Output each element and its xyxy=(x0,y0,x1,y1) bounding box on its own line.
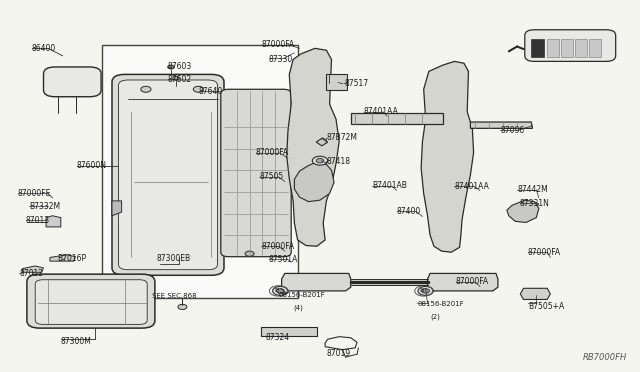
Text: (4): (4) xyxy=(293,305,303,311)
Text: 87000FA: 87000FA xyxy=(528,248,561,257)
Circle shape xyxy=(178,304,187,310)
Text: 87600N: 87600N xyxy=(77,161,107,170)
Text: 87000FE: 87000FE xyxy=(18,189,51,198)
Polygon shape xyxy=(470,122,532,128)
Text: B: B xyxy=(275,288,278,294)
Circle shape xyxy=(193,86,204,92)
Text: 87324: 87324 xyxy=(266,333,290,342)
Circle shape xyxy=(422,289,429,293)
Polygon shape xyxy=(316,138,328,146)
Text: 08156-B201F: 08156-B201F xyxy=(278,292,325,298)
Text: 87B72M: 87B72M xyxy=(326,133,357,142)
Text: B: B xyxy=(420,288,424,294)
Polygon shape xyxy=(294,162,334,202)
Bar xyxy=(561,39,573,57)
Text: 87000FA: 87000FA xyxy=(456,278,489,286)
Polygon shape xyxy=(50,255,76,261)
Bar xyxy=(531,39,544,57)
Text: 87401AA: 87401AA xyxy=(364,107,398,116)
Text: RB7000FH: RB7000FH xyxy=(583,353,627,362)
Text: 87300EB: 87300EB xyxy=(157,254,191,263)
FancyBboxPatch shape xyxy=(27,274,155,328)
Text: B7401AB: B7401AB xyxy=(372,182,407,190)
Text: 87505: 87505 xyxy=(259,172,284,181)
Text: 87517: 87517 xyxy=(344,79,369,88)
Text: 87000FA: 87000FA xyxy=(261,242,294,251)
Polygon shape xyxy=(282,273,351,291)
Text: 87602: 87602 xyxy=(168,76,192,84)
Circle shape xyxy=(276,289,284,293)
Bar xyxy=(575,39,587,57)
Text: 87401AA: 87401AA xyxy=(454,182,489,191)
Circle shape xyxy=(312,156,328,165)
Text: (2): (2) xyxy=(430,314,440,320)
Polygon shape xyxy=(287,48,339,246)
Text: 87442M: 87442M xyxy=(517,185,548,194)
Polygon shape xyxy=(507,200,539,222)
Circle shape xyxy=(141,86,151,92)
FancyBboxPatch shape xyxy=(221,89,291,257)
Polygon shape xyxy=(520,288,550,299)
Text: 87640: 87640 xyxy=(198,87,223,96)
Polygon shape xyxy=(112,201,122,216)
FancyBboxPatch shape xyxy=(44,67,101,97)
Bar xyxy=(589,39,601,57)
FancyBboxPatch shape xyxy=(35,280,147,324)
Circle shape xyxy=(418,286,433,295)
Polygon shape xyxy=(46,216,61,227)
Bar xyxy=(547,39,559,57)
Text: 87418: 87418 xyxy=(326,157,351,166)
Polygon shape xyxy=(22,266,44,272)
FancyBboxPatch shape xyxy=(525,30,616,61)
Text: 87019: 87019 xyxy=(326,349,351,358)
Text: B7332M: B7332M xyxy=(29,202,60,211)
Circle shape xyxy=(168,65,174,69)
Circle shape xyxy=(316,158,324,163)
Text: 86400: 86400 xyxy=(32,44,56,53)
Text: 87013: 87013 xyxy=(26,216,50,225)
Text: 87096: 87096 xyxy=(500,126,525,135)
Text: 87330: 87330 xyxy=(269,55,293,64)
Polygon shape xyxy=(421,61,474,252)
Text: 87000FA: 87000FA xyxy=(261,40,294,49)
Text: B7505+A: B7505+A xyxy=(528,302,564,311)
Text: 87012: 87012 xyxy=(19,269,44,278)
FancyBboxPatch shape xyxy=(118,80,218,270)
Text: 87501A: 87501A xyxy=(269,255,298,264)
Bar xyxy=(102,45,298,298)
Text: B7016P: B7016P xyxy=(58,254,87,263)
Circle shape xyxy=(245,251,254,256)
Polygon shape xyxy=(428,273,498,291)
Text: 08156-B201F: 08156-B201F xyxy=(417,301,464,307)
Text: 87331N: 87331N xyxy=(520,199,550,208)
Text: 87300M: 87300M xyxy=(61,337,92,346)
Bar xyxy=(326,74,347,90)
Text: 87400: 87400 xyxy=(397,207,421,216)
Bar xyxy=(261,327,317,336)
Text: 87603: 87603 xyxy=(168,62,192,71)
FancyBboxPatch shape xyxy=(112,74,224,275)
Circle shape xyxy=(173,76,179,80)
Polygon shape xyxy=(351,113,443,124)
Text: 87000FA: 87000FA xyxy=(256,148,289,157)
Text: SEE SEC.868: SEE SEC.868 xyxy=(152,293,197,299)
Circle shape xyxy=(273,286,288,295)
